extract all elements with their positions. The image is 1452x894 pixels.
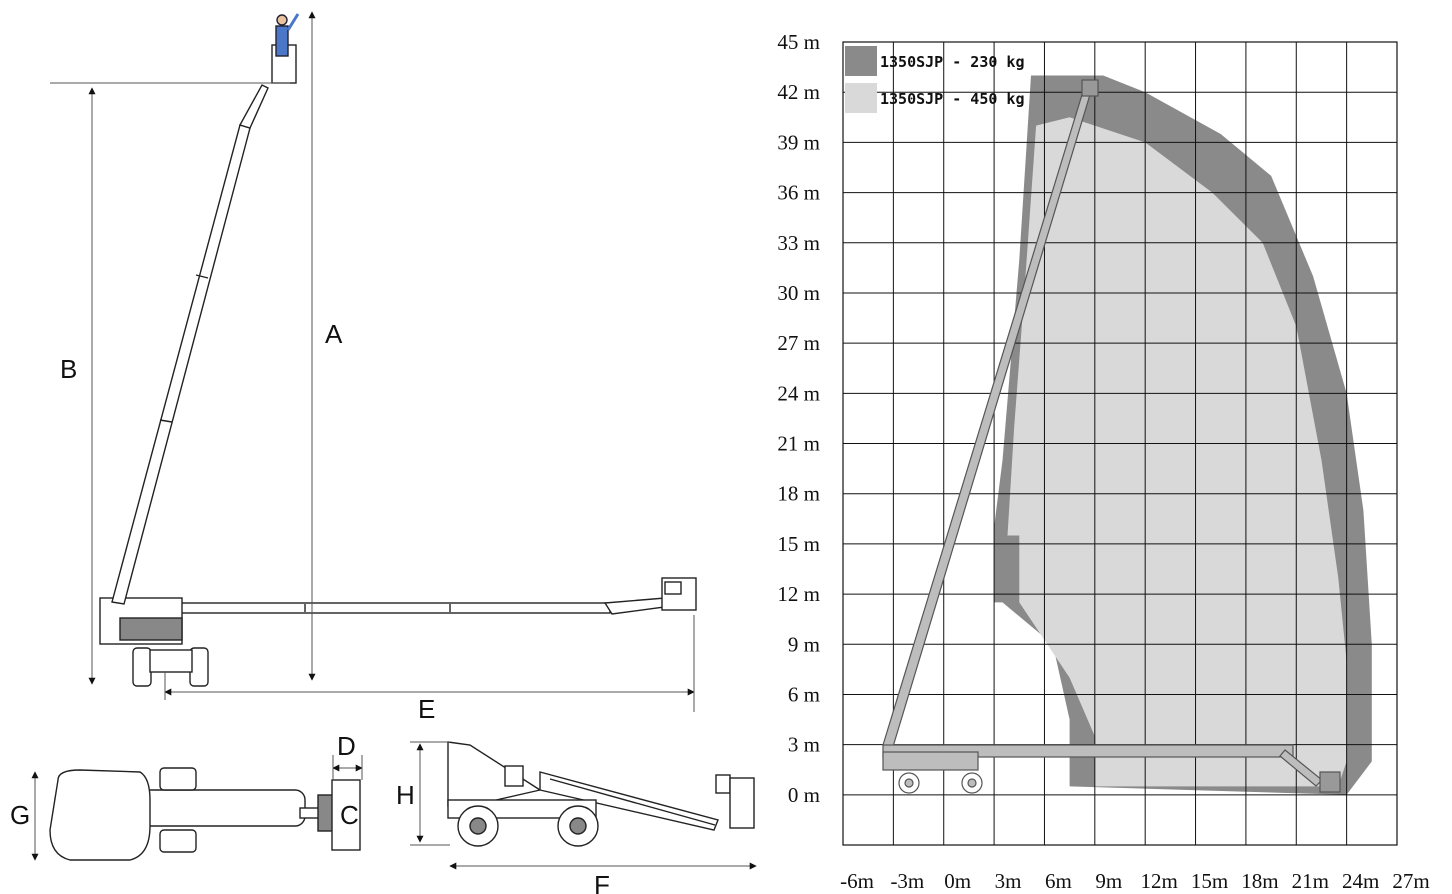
dimension-label-b: B <box>60 354 77 384</box>
x-tick-label: 15m <box>1191 869 1228 893</box>
y-tick-label: 21 m <box>777 432 820 456</box>
y-tick-label: 0 m <box>788 783 820 807</box>
range-envelope-450kg <box>1007 117 1347 787</box>
dimension-label-d: D <box>337 731 356 761</box>
legend-label: 1350SJP - 450 kg <box>880 90 1025 108</box>
side-view-extended <box>99 13 697 687</box>
chart-areas <box>994 75 1372 795</box>
x-tick-label: 12m <box>1141 869 1178 893</box>
y-tick-label: 36 m <box>777 181 820 205</box>
chart-machine-silhouette <box>882 79 1341 794</box>
y-tick-label: 30 m <box>777 281 820 305</box>
x-tick-label: 0m <box>944 869 971 893</box>
y-tick-label: 18 m <box>777 482 820 506</box>
top-view <box>49 767 361 861</box>
stowed-side-view <box>447 741 755 847</box>
x-axis-ticks: -6m -3m 0m 3m 6m 9m 12m 15m 18m 21m 24m 27m <box>840 869 1430 893</box>
x-tick-label: -3m <box>890 869 924 893</box>
x-tick-label: 6m <box>1045 869 1072 893</box>
plot-frame <box>842 41 1398 846</box>
stowed-view-dimensions <box>410 741 757 870</box>
x-tick-label: 24m <box>1342 869 1379 893</box>
legend-swatch <box>845 83 877 113</box>
x-tick-label: 3m <box>995 869 1022 893</box>
y-tick-label: 9 m <box>788 632 820 656</box>
x-tick-label: 9m <box>1095 869 1122 893</box>
dimension-label-g: G <box>10 800 30 830</box>
y-tick-label: 15 m <box>777 532 820 556</box>
machine-dimension-diagram: A B E G D C H F <box>10 11 757 894</box>
y-tick-label: 42 m <box>777 80 820 104</box>
dimension-label-h: H <box>396 780 415 810</box>
x-tick-label: 18m <box>1241 869 1278 893</box>
y-tick-label: 3 m <box>788 733 820 757</box>
dimension-lines <box>50 11 695 712</box>
x-tick-label: 27m <box>1392 869 1429 893</box>
y-tick-label: 24 m <box>777 381 820 405</box>
chart-grid <box>842 41 1398 846</box>
dimension-label-f: F <box>594 870 610 894</box>
y-tick-label: 45 m <box>777 30 820 54</box>
dimension-label-c: C <box>340 800 359 830</box>
dimension-label-a: A <box>325 319 343 349</box>
y-tick-label: 6 m <box>788 682 820 706</box>
y-tick-label: 12 m <box>777 582 820 606</box>
y-axis-ticks: 45 m 42 m 39 m 36 m 33 m 30 m 27 m 24 m 21 m 18 m… <box>777 30 820 807</box>
legend-label: 1350SJP - 230 kg <box>880 53 1025 71</box>
dimension-label-e: E <box>418 694 435 724</box>
x-tick-label: -6m <box>840 869 874 893</box>
chart-legend: 1350SJP - 230 kg 1350SJP - 450 kg <box>845 46 1025 113</box>
legend-swatch <box>845 46 877 76</box>
x-tick-label: 21m <box>1292 869 1329 893</box>
y-tick-label: 33 m <box>777 231 820 255</box>
y-tick-label: 27 m <box>777 331 820 355</box>
top-view-dimensions <box>31 755 363 861</box>
y-tick-label: 39 m <box>777 130 820 154</box>
